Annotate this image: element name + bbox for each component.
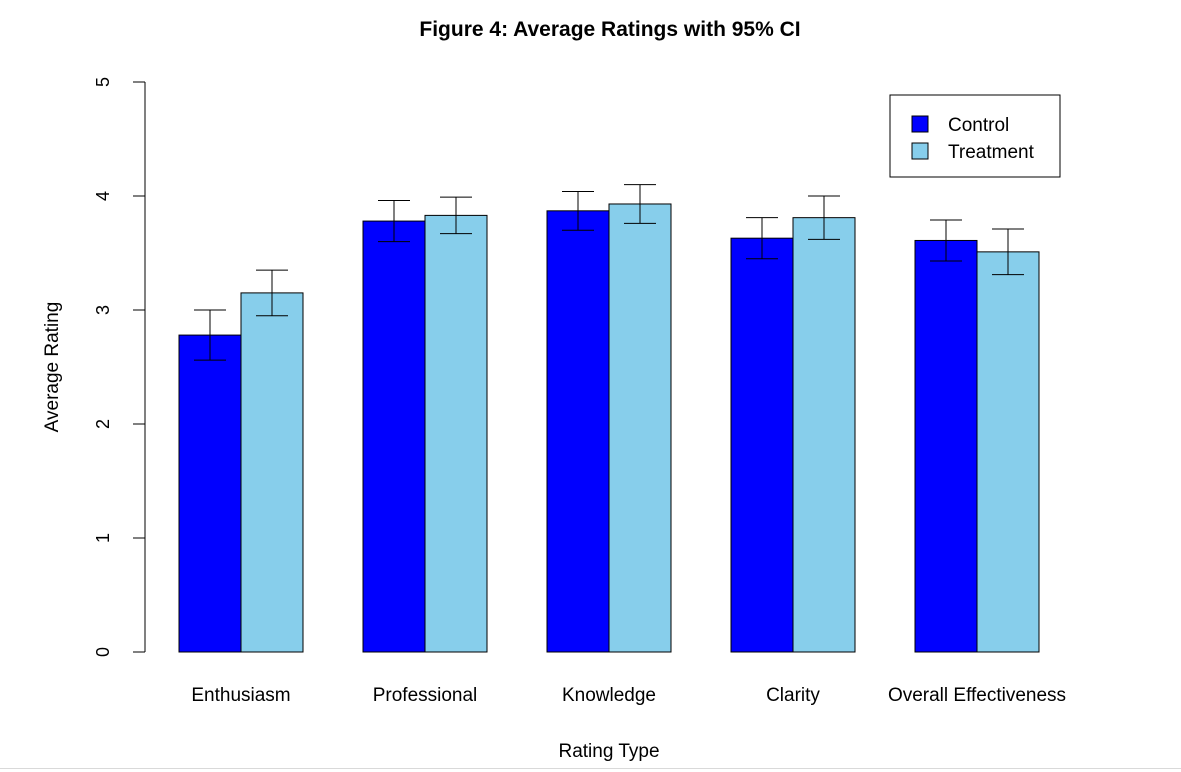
error-bar xyxy=(808,195,840,240)
legend-box xyxy=(889,94,1061,178)
chart-title: Figure 4: Average Ratings with 95% CI xyxy=(419,18,800,41)
bar-control xyxy=(546,210,610,653)
legend-swatch-control xyxy=(911,115,929,133)
error-bar xyxy=(930,219,962,262)
error-bar xyxy=(194,309,226,361)
bar-treatment xyxy=(608,203,672,653)
y-tick-label: 1 xyxy=(93,533,113,543)
bar-treatment xyxy=(240,292,304,653)
error-bar xyxy=(992,228,1024,276)
x-tick-label: Knowledge xyxy=(562,685,656,706)
y-axis-label: Average Rating xyxy=(42,302,63,433)
error-bar xyxy=(746,217,778,260)
bottom-divider xyxy=(0,768,1181,769)
error-bars xyxy=(194,184,1024,361)
bar-treatment xyxy=(792,217,856,653)
bar-control xyxy=(730,237,794,653)
y-tick-label: 2 xyxy=(93,419,113,429)
y-tick-label: 5 xyxy=(93,77,113,87)
x-tick-labels: Enthusiasm Professional Knowledge Clarity Ov… xyxy=(191,685,1066,706)
error-bar xyxy=(256,269,288,317)
y-tick-label: 3 xyxy=(93,305,113,315)
legend-swatch-treatment xyxy=(911,142,929,160)
x-tick-label: Clarity xyxy=(766,685,820,706)
error-bar xyxy=(378,200,410,243)
x-tick-label: Professional xyxy=(373,685,478,706)
y-tick-label: 0 xyxy=(93,647,113,657)
bar-control xyxy=(178,334,242,653)
bar-control xyxy=(914,239,978,653)
bar-treatment xyxy=(976,251,1040,653)
x-tick-label: Enthusiasm xyxy=(191,685,290,706)
legend-label: Control xyxy=(948,115,1009,136)
bars xyxy=(178,203,1040,653)
y-axis: 0 1 2 3 4 5 xyxy=(93,77,146,657)
legend: Control Treatment xyxy=(889,94,1061,178)
error-bar xyxy=(624,184,656,224)
y-tick-label: 4 xyxy=(93,191,113,201)
x-tick-label: Overall Effectiveness xyxy=(888,685,1066,706)
bar-treatment xyxy=(424,214,488,653)
x-axis-label: Rating Type xyxy=(558,741,659,762)
error-bar xyxy=(562,190,594,231)
bar-control xyxy=(362,220,426,653)
error-bar xyxy=(440,196,472,235)
legend-label: Treatment xyxy=(948,142,1035,163)
